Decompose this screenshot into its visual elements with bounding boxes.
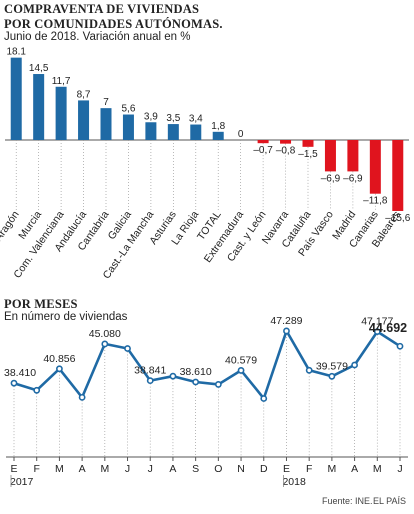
bar (212, 131, 224, 140)
line-x-tick-label: A (79, 463, 86, 475)
series-point (214, 381, 222, 388)
line-value-label: 40.579 (225, 354, 257, 366)
series-point (56, 365, 63, 373)
line-value-label: 38.610 (180, 366, 212, 378)
line-chart: 38.410 40.856 45.080 38.841 38.610 40.579 47.2… (4, 315, 408, 488)
line-x-tick-label: S (192, 463, 199, 475)
bar (392, 140, 404, 211)
bar (190, 124, 202, 140)
bar-value-label: 0 (238, 129, 244, 140)
line-x-tick-label: J (397, 463, 402, 475)
line-value-label: 40.856 (43, 353, 75, 365)
line-value-label: 38.410 (4, 367, 36, 379)
series-point (305, 366, 313, 374)
series-point (328, 372, 336, 380)
line-x-tick-label: J (148, 463, 153, 475)
line-x-tick-label: O (214, 463, 222, 475)
bar (122, 114, 134, 140)
line-x-tick-label: M (55, 463, 64, 475)
bar-category-label: Aragón (0, 209, 22, 244)
series-point (78, 393, 86, 401)
series-point (101, 340, 109, 348)
bar-value-label: 8,7 (77, 89, 91, 100)
line-x-tick-label: J (125, 463, 130, 475)
bar (369, 140, 381, 194)
bar-value-label: –6,9 (321, 173, 341, 184)
bar-value-label: –15,6 (385, 213, 410, 224)
series-point (373, 328, 381, 336)
bar-value-label: 1,8 (211, 121, 225, 132)
bar-value-label: –1,5 (298, 149, 318, 160)
bar (100, 108, 112, 140)
source-note: Fuente: INE. (322, 496, 373, 506)
bar (302, 140, 314, 147)
line-x-tick-label: E (283, 463, 290, 475)
bar-value-label: 18.1 (6, 47, 26, 58)
series-point (396, 342, 404, 350)
line-value-label: 47.177 (361, 316, 393, 328)
bar-value-label: 14,5 (29, 63, 49, 74)
bar (78, 100, 90, 140)
series-point (260, 395, 268, 402)
series-point (351, 361, 358, 369)
series-point (10, 379, 18, 387)
line-x-tick-label: N (237, 463, 245, 475)
line-x-tick-label: F (33, 463, 39, 475)
line-x-tick-label: A (169, 463, 176, 475)
section2-subtitle: En número de viviendas (4, 311, 128, 323)
bar-value-label: 7 (103, 97, 109, 108)
line-x-tick-label: D (260, 463, 268, 475)
chart-title-line2: POR COMUNIDADES AUTÓNOMAS. (4, 17, 223, 31)
bar (280, 140, 292, 144)
series-point (237, 367, 245, 374)
bar-value-label: 5,6 (121, 104, 135, 115)
line-value-label: 38.841 (134, 365, 166, 377)
bar-value-label: –6,9 (343, 173, 363, 184)
line-x-tick-label: M (328, 463, 337, 475)
line-year-label: 2018 (282, 476, 306, 488)
publisher-credit: EL PAÍS (373, 496, 407, 506)
bar-value-label: 3,5 (166, 113, 180, 124)
series-point (33, 386, 41, 394)
chart-title-line1: COMPRAVENTA DE VIVIENDAS (4, 2, 200, 16)
bar (257, 140, 269, 144)
series-point (192, 378, 200, 386)
series-point (124, 345, 131, 352)
line-value-label: 45.080 (89, 328, 121, 340)
bar-value-label: –11,8 (363, 196, 388, 207)
line-x-tick-label: A (351, 463, 358, 475)
line-x-tick-label: E (10, 463, 17, 475)
chart-subtitle: Junio de 2018. Variación anual en % (4, 31, 191, 43)
series-point (146, 377, 154, 385)
bar-value-label: 11,7 (52, 76, 71, 87)
line-x-tick-label: M (373, 463, 382, 475)
bar (167, 124, 179, 140)
line-year-label: 2017 (10, 476, 34, 488)
series-point (283, 327, 290, 335)
line-value-label: 39.579 (316, 360, 348, 372)
series-point (169, 372, 177, 380)
bar-value-label: 3,4 (189, 114, 203, 125)
bar (33, 74, 45, 140)
line-value-label: 47.289 (270, 315, 302, 327)
line-x-tick-label: F (306, 463, 312, 475)
bar-value-label: 3,9 (144, 111, 158, 122)
line-value-label: 44.692 (369, 321, 407, 335)
bar-value-label: –0,8 (276, 146, 296, 157)
bar (10, 57, 22, 140)
bar (145, 122, 157, 140)
bar (55, 86, 67, 140)
series-line (13, 329, 401, 400)
bar-value-label: –0,7 (253, 145, 273, 156)
line-x-tick-label: M (100, 463, 109, 475)
bar (347, 140, 359, 172)
section2-title: POR MESES (4, 297, 78, 311)
bar (324, 140, 336, 172)
